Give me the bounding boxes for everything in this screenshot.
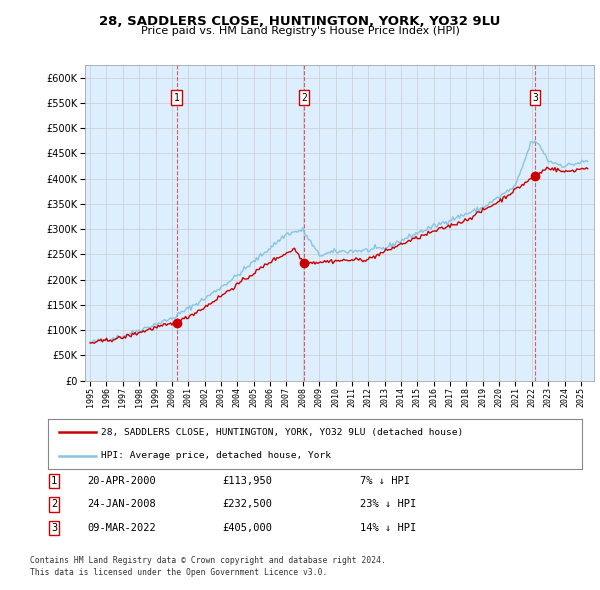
Text: 24-JAN-2008: 24-JAN-2008 [87,500,156,509]
Text: 1: 1 [51,476,57,486]
Text: £232,500: £232,500 [222,500,272,509]
Text: 3: 3 [532,93,538,103]
Text: £405,000: £405,000 [222,523,272,533]
Text: 23% ↓ HPI: 23% ↓ HPI [360,500,416,509]
Text: 20-APR-2000: 20-APR-2000 [87,476,156,486]
Text: 2: 2 [51,500,57,509]
Text: 09-MAR-2022: 09-MAR-2022 [87,523,156,533]
Text: HPI: Average price, detached house, York: HPI: Average price, detached house, York [101,451,331,460]
Text: 7% ↓ HPI: 7% ↓ HPI [360,476,410,486]
Text: £113,950: £113,950 [222,476,272,486]
Text: 14% ↓ HPI: 14% ↓ HPI [360,523,416,533]
Text: This data is licensed under the Open Government Licence v3.0.: This data is licensed under the Open Gov… [30,568,328,577]
Text: Contains HM Land Registry data © Crown copyright and database right 2024.: Contains HM Land Registry data © Crown c… [30,556,386,565]
Text: 28, SADDLERS CLOSE, HUNTINGTON, YORK, YO32 9LU: 28, SADDLERS CLOSE, HUNTINGTON, YORK, YO… [100,15,500,28]
Text: 28, SADDLERS CLOSE, HUNTINGTON, YORK, YO32 9LU (detached house): 28, SADDLERS CLOSE, HUNTINGTON, YORK, YO… [101,428,464,437]
Text: 1: 1 [174,93,180,103]
Text: 2: 2 [301,93,307,103]
Text: Price paid vs. HM Land Registry's House Price Index (HPI): Price paid vs. HM Land Registry's House … [140,26,460,36]
Text: 3: 3 [51,523,57,533]
